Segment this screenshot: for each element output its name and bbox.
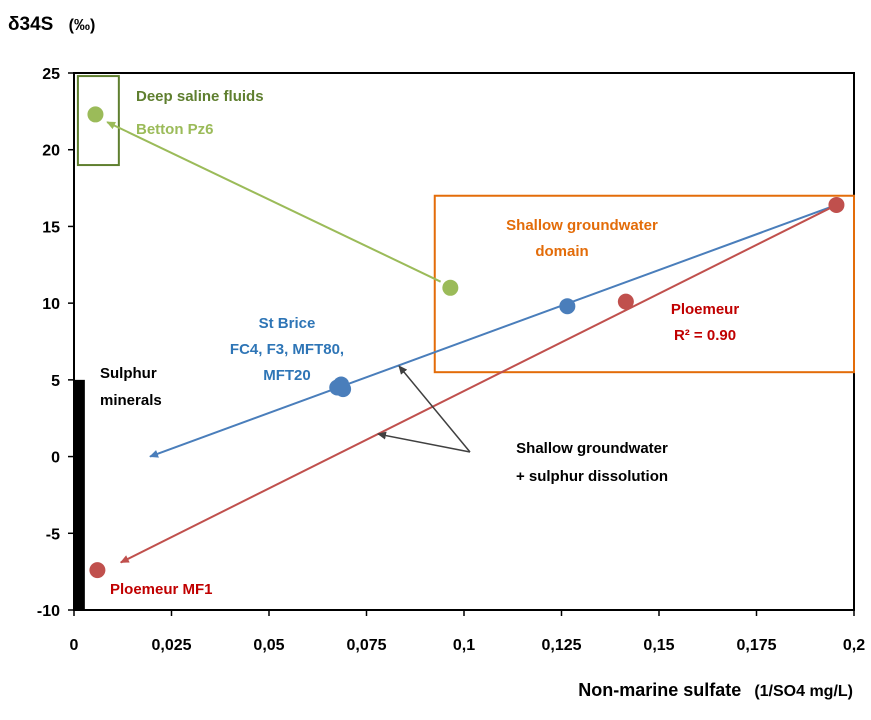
annotation-st-brice-line3: MFT20: [263, 367, 311, 384]
x-tick-label: 0: [70, 637, 79, 654]
trend-line-blue: [149, 204, 837, 458]
x-tick-label: 0,1: [453, 637, 475, 654]
y-axis-title-main: δ34S: [8, 14, 53, 35]
annotation-betton-pz6: Betton Pz6: [136, 121, 214, 138]
data-point-blue: [559, 298, 576, 315]
domain-box-dark-green: [76, 75, 120, 167]
x-tick-label: 0,05: [253, 637, 284, 654]
y-tick-label: 15: [42, 219, 60, 236]
data-point-red: [89, 562, 106, 579]
y-axis-title: δ34S (‰): [8, 14, 95, 35]
x-tick-label: 0,175: [736, 637, 776, 654]
y-tick-label: -5: [46, 526, 60, 543]
annotation-shallow-dissolution-line1: Shallow groundwater: [516, 440, 668, 457]
trend-line-green: [106, 121, 442, 283]
sulphur-minerals-bar: [74, 379, 85, 610]
y-tick-label: 0: [51, 450, 60, 467]
x-tick-label: 0,2: [843, 637, 865, 654]
axis-ticks: 0 0,025 0,05 0,075 0,1 0,125 0,15 0,175 0,2 -10 -5…: [37, 66, 865, 654]
x-axis-title-main: Non-marine sulfate: [578, 680, 741, 700]
annotation-st-brice-line2: FC4, F3, MFT80,: [230, 341, 344, 358]
annotation-deep-saline-fluids: Deep saline fluids: [136, 88, 264, 105]
annotation-shallow-domain-line1: Shallow groundwater: [506, 217, 658, 234]
callout-arrows: [377, 365, 471, 453]
annotation-shallow-domain-line2: domain: [535, 243, 588, 260]
y-axis-title-unit: (‰): [69, 17, 96, 34]
data-point-green: [442, 279, 459, 296]
callout-arrow-blue-line: [398, 365, 471, 453]
x-axis-title: Non-marine sulfate (1/SO4 mg/L): [578, 680, 853, 700]
annotation-ploemeur-line2: R² = 0.90: [674, 327, 736, 344]
data-points: [87, 106, 845, 579]
x-tick-label: 0,075: [346, 637, 386, 654]
data-point-blue: [335, 381, 352, 398]
sulphur-bar-layer: [74, 379, 85, 610]
data-point-green: [87, 106, 104, 123]
trend-lines: [106, 121, 837, 564]
annotation-shallow-dissolution-line2: + sulphur dissolution: [516, 468, 668, 485]
domain-boxes: [76, 75, 855, 374]
data-point-red: [617, 293, 634, 310]
annotation-st-brice-line1: St Brice: [259, 315, 316, 332]
y-tick-label: 20: [42, 143, 60, 160]
callout-arrow-red-line: [377, 431, 471, 453]
x-tick-label: 0,125: [541, 637, 581, 654]
annotation-sulphur-line2: minerals: [100, 392, 162, 409]
y-tick-label: 25: [42, 66, 60, 83]
y-tick-label: 5: [51, 373, 60, 390]
trend-line-red: [119, 204, 837, 564]
y-tick-label: -10: [37, 603, 60, 620]
x-axis-title-unit: (1/SO4 mg/L): [754, 683, 853, 700]
y-tick-label: 10: [42, 296, 60, 313]
domain-box-orange: [433, 194, 855, 374]
annotation-ploemeur-mf1: Ploemeur MF1: [110, 581, 213, 598]
data-point-red: [828, 196, 845, 213]
x-tick-label: 0,15: [643, 637, 674, 654]
x-tick-label: 0,025: [151, 637, 191, 654]
annotation-sulphur-line1: Sulphur: [100, 365, 157, 382]
annotation-ploemeur-line1: Ploemeur: [671, 301, 740, 318]
